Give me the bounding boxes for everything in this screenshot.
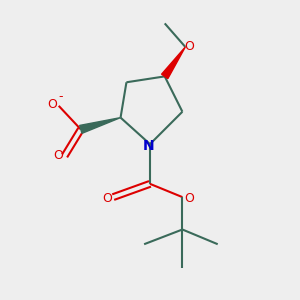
Text: O: O (53, 149, 63, 162)
Polygon shape (162, 47, 185, 79)
Text: O: O (102, 192, 112, 205)
Polygon shape (80, 118, 121, 133)
Text: O: O (184, 40, 194, 53)
Text: -: - (58, 90, 62, 103)
Text: N: N (143, 139, 154, 153)
Text: O: O (184, 192, 194, 205)
Text: O: O (47, 98, 57, 111)
